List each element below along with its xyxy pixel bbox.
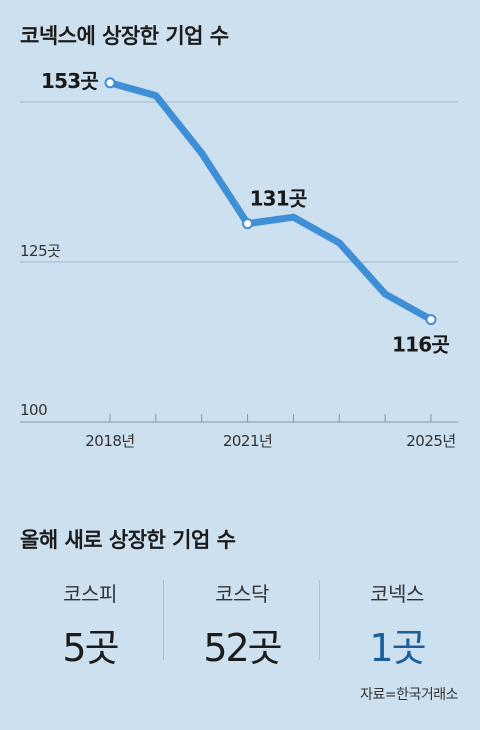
- stat-kosdaq: 코스닥 52곳: [167, 578, 317, 672]
- stat-value: 5곳: [62, 626, 119, 670]
- stats-title: 올해 새로 상장한 기업 수: [20, 528, 236, 552]
- data-label: 131곳: [250, 187, 307, 211]
- data-label: 116곳: [392, 333, 449, 357]
- stat-value: 1곳: [369, 626, 426, 670]
- y-tick-label: 100: [20, 401, 47, 419]
- divider: [319, 580, 320, 660]
- data-point: [104, 77, 116, 89]
- x-tick-label: 2025년: [406, 432, 455, 450]
- stat-kospi: 코스피 5곳: [15, 578, 165, 672]
- stat-value: 52곳: [203, 626, 282, 670]
- stat-konex: 코넥스 1곳: [322, 578, 472, 672]
- data-point: [425, 314, 437, 326]
- data-point: [242, 218, 254, 230]
- divider: [163, 580, 164, 660]
- y-tick-label: 125곳: [20, 242, 60, 260]
- stat-name: 코넥스: [370, 582, 424, 606]
- source-note: 자료=한국거래소: [360, 687, 458, 703]
- chart-title: 코넥스에 상장한 기업 수: [20, 24, 229, 48]
- data-label: 153곳: [41, 69, 98, 93]
- x-tick-label: 2018년: [85, 432, 134, 450]
- stat-name: 코스닥: [215, 582, 269, 606]
- x-tick-label: 2021년: [223, 432, 272, 450]
- stat-name: 코스피: [63, 582, 117, 606]
- line-chart: 125곳 100 2018년 2021년 2025년 153곳 131곳 116곳: [20, 69, 458, 450]
- series-line: [106, 79, 435, 324]
